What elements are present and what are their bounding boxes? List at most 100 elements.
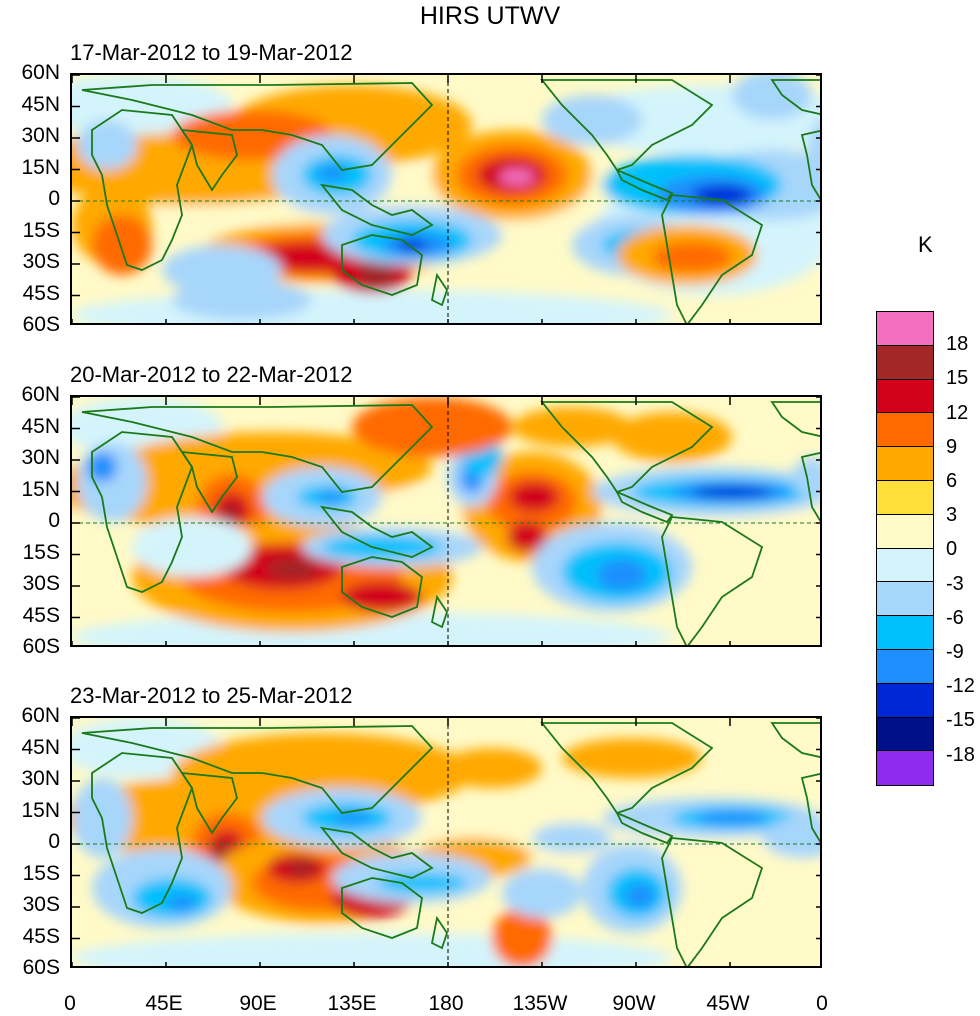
field-anomaly-region (512, 407, 632, 447)
panel-2-lat-tick-label: 0 (48, 509, 60, 532)
panel-2-lat-tick-label: 30N (21, 446, 60, 469)
field-anomaly-region (87, 452, 117, 482)
legend-level-label: 15 (946, 367, 969, 390)
field-anomaly-region (77, 120, 137, 170)
coastline (180, 450, 238, 514)
legend-level-label: 6 (946, 470, 958, 492)
panel-3-lat-tick-label: 15S (22, 861, 60, 885)
coastline (319, 183, 434, 236)
panel-1-lat-tick-label: 60N (21, 61, 60, 84)
panel-2-lat-tick-label: 15N (21, 477, 60, 501)
field-anomaly-region (359, 257, 395, 289)
legend-level-label: 12 (946, 401, 969, 424)
panel-2-map[interactable] (70, 395, 822, 647)
coastline (180, 128, 238, 192)
field-anomaly-region (502, 868, 582, 918)
coastline (341, 234, 423, 296)
coastline (180, 771, 238, 835)
field-anomaly-region (318, 491, 346, 503)
coastline (661, 837, 764, 966)
field-anomaly-region (532, 823, 612, 853)
legend-swatch (877, 480, 933, 515)
field-anomaly-region (172, 733, 472, 813)
panel-2-date-range: 20-Mar-2012 to 22-Mar-2012 (70, 362, 353, 387)
field-anomaly-region (342, 582, 422, 612)
panel-3-lat-tick-label: 30N (21, 767, 60, 790)
coastline (540, 79, 714, 172)
legend-level-label: -3 (946, 572, 964, 595)
coastline (540, 722, 714, 815)
panel-2-lat-tick-label: 30S (22, 572, 60, 595)
field-anomaly-region (288, 860, 316, 876)
panel-2-lat-tick-label: 60N (21, 383, 60, 406)
legend-swatch (877, 616, 933, 650)
lon-tick-label: 135E (327, 992, 377, 1015)
lon-tick-label: 45E (145, 992, 183, 1015)
field-anomaly-region (322, 535, 442, 559)
panel-2-lat-tick-label: 45N (21, 414, 60, 438)
legend-swatch (877, 751, 933, 786)
panel-1-field (72, 75, 820, 323)
panel-3-date-range: 23-Mar-2012 to 25-Mar-2012 (70, 683, 353, 708)
lon-tick-label: 0 (64, 992, 76, 1015)
coastline (341, 556, 423, 618)
legend-swatch (877, 683, 933, 718)
coastline (661, 194, 764, 323)
panel-3-lat-tick-label: 30S (22, 893, 60, 916)
panel-1-lat-tick-label: 30S (22, 250, 60, 273)
panel-2-field (72, 397, 820, 645)
field-anomaly-region (222, 503, 238, 523)
panel-2-lat-tick-label: 15S (22, 540, 60, 564)
coastline (91, 752, 194, 914)
field-anomaly-region (732, 75, 812, 120)
color-legend (876, 311, 934, 787)
legend-swatch (877, 312, 933, 346)
panel-1-lat-tick-label: 15S (22, 218, 60, 242)
coastline (319, 826, 434, 879)
panel-2-lat-tick-label: 45S (22, 603, 60, 627)
unit-label: K (918, 232, 933, 257)
coastline (430, 594, 448, 629)
field-anomaly-region (267, 559, 317, 579)
panel-3-lat-tick-label: 45N (21, 735, 60, 759)
field-anomaly-region (499, 169, 535, 185)
legend-level-label: -6 (946, 606, 964, 629)
panel-3-field (72, 718, 820, 966)
field-anomaly-region (492, 908, 552, 966)
panel-3-map[interactable] (70, 716, 822, 968)
coastline (91, 431, 194, 593)
field-anomaly-region (377, 873, 467, 893)
field-anomaly-region (92, 215, 152, 275)
legend-swatch (877, 717, 933, 752)
coastline (661, 516, 764, 645)
coastline (341, 877, 423, 939)
panel-1-lat-tick-label: 45N (21, 92, 60, 116)
coastline (615, 811, 674, 845)
coastline (91, 109, 194, 271)
panel-1-lat-tick-label: 30N (21, 124, 60, 147)
panel-1-lat-tick-label: 0 (48, 187, 60, 210)
legend-level-label: 3 (946, 504, 958, 527)
coastline (615, 168, 674, 202)
legend-level-label: -18 (946, 743, 975, 766)
field-anomaly-region (509, 482, 559, 512)
legend-swatch (877, 413, 933, 448)
lon-tick-label: 0 (816, 992, 828, 1015)
panel-2-lat-tick-label: 60S (22, 635, 60, 658)
coastline (430, 915, 448, 950)
field-anomaly-region (507, 522, 547, 552)
panel-3-lat-tick-label: 15N (21, 798, 60, 822)
coastline (770, 401, 820, 438)
legend-level-label: 0 (946, 538, 958, 561)
panel-3-lat-tick-label: 45S (22, 924, 60, 948)
legend-level-label: 9 (946, 435, 958, 458)
legend-swatch (877, 548, 933, 583)
field-anomaly-region (597, 559, 647, 591)
coastline (770, 722, 820, 759)
field-anomaly-region (562, 738, 702, 778)
legend-swatch (877, 582, 933, 617)
field-anomaly-region (762, 818, 820, 858)
panel-1-map[interactable] (70, 73, 822, 325)
field-anomaly-region (162, 245, 282, 295)
legend-level-label: -15 (946, 709, 975, 732)
